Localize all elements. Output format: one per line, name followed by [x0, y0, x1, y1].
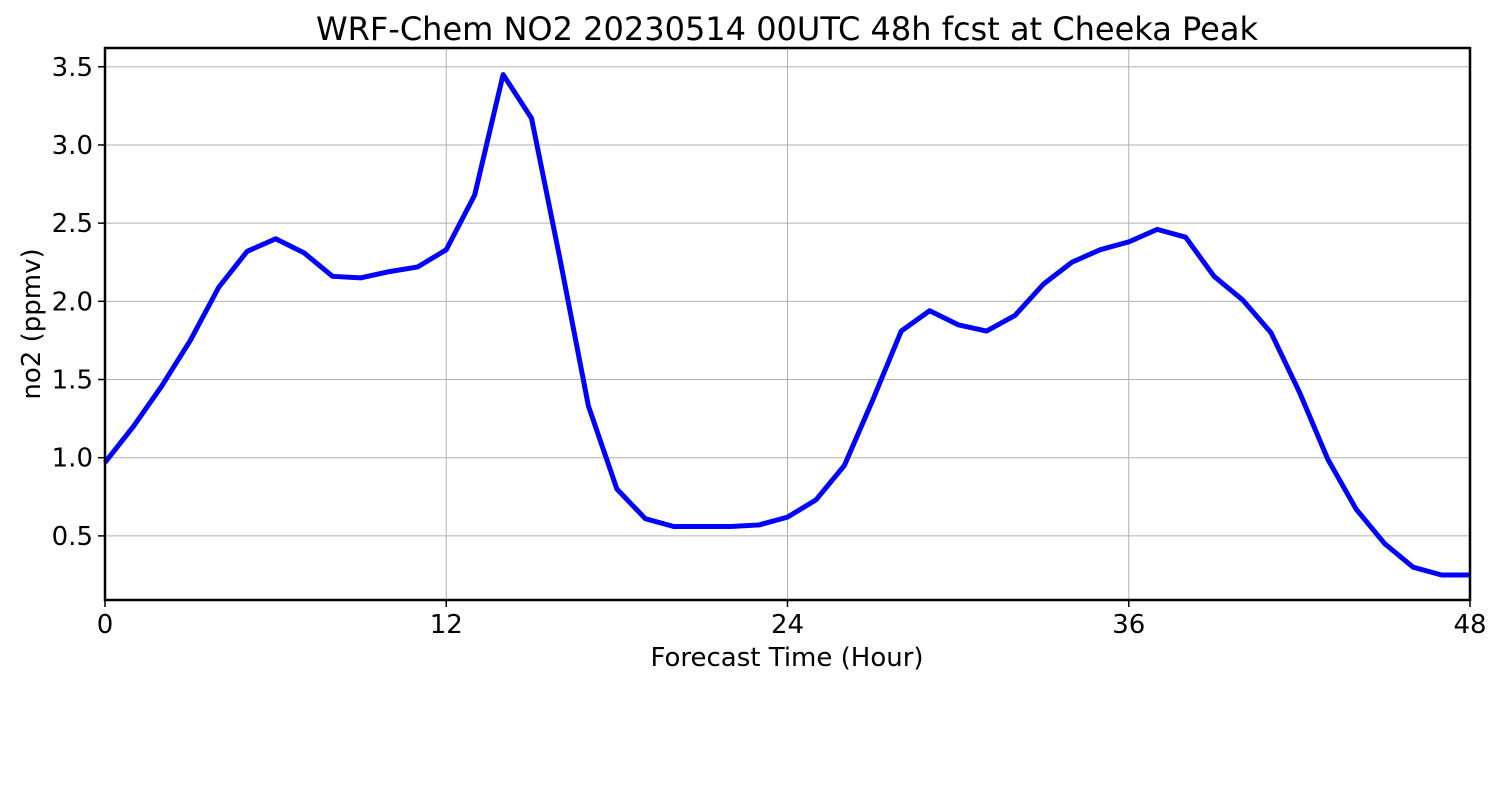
y-tick-label: 1.0	[52, 444, 93, 474]
x-tick-label: 48	[1453, 610, 1486, 640]
x-tick-label: 24	[771, 610, 804, 640]
y-axis-label: no2 (ppmv)	[17, 248, 47, 399]
x-axis-label: Forecast Time (Hour)	[650, 643, 923, 673]
y-tick-label: 3.0	[52, 131, 93, 161]
y-tick-label: 2.0	[52, 287, 93, 317]
axis-ticks: 0 12 24 36 48 0.5 1.0 1.5 2.0 2.5 3.0 3.5	[52, 53, 1487, 640]
x-tick-label: 36	[1112, 610, 1145, 640]
no2-series-line	[103, 72, 1470, 578]
x-tick-label: 0	[97, 610, 114, 640]
y-tick-label: 2.5	[52, 209, 93, 239]
y-tick-label: 3.5	[52, 53, 93, 83]
y-tick-label: 0.5	[52, 522, 93, 552]
x-tick-label: 12	[430, 610, 463, 640]
y-tick-label: 1.5	[52, 366, 93, 396]
chart-title: WRF-Chem NO2 20230514 00UTC 48h fcst at …	[316, 10, 1258, 48]
series-layer	[103, 72, 1470, 578]
